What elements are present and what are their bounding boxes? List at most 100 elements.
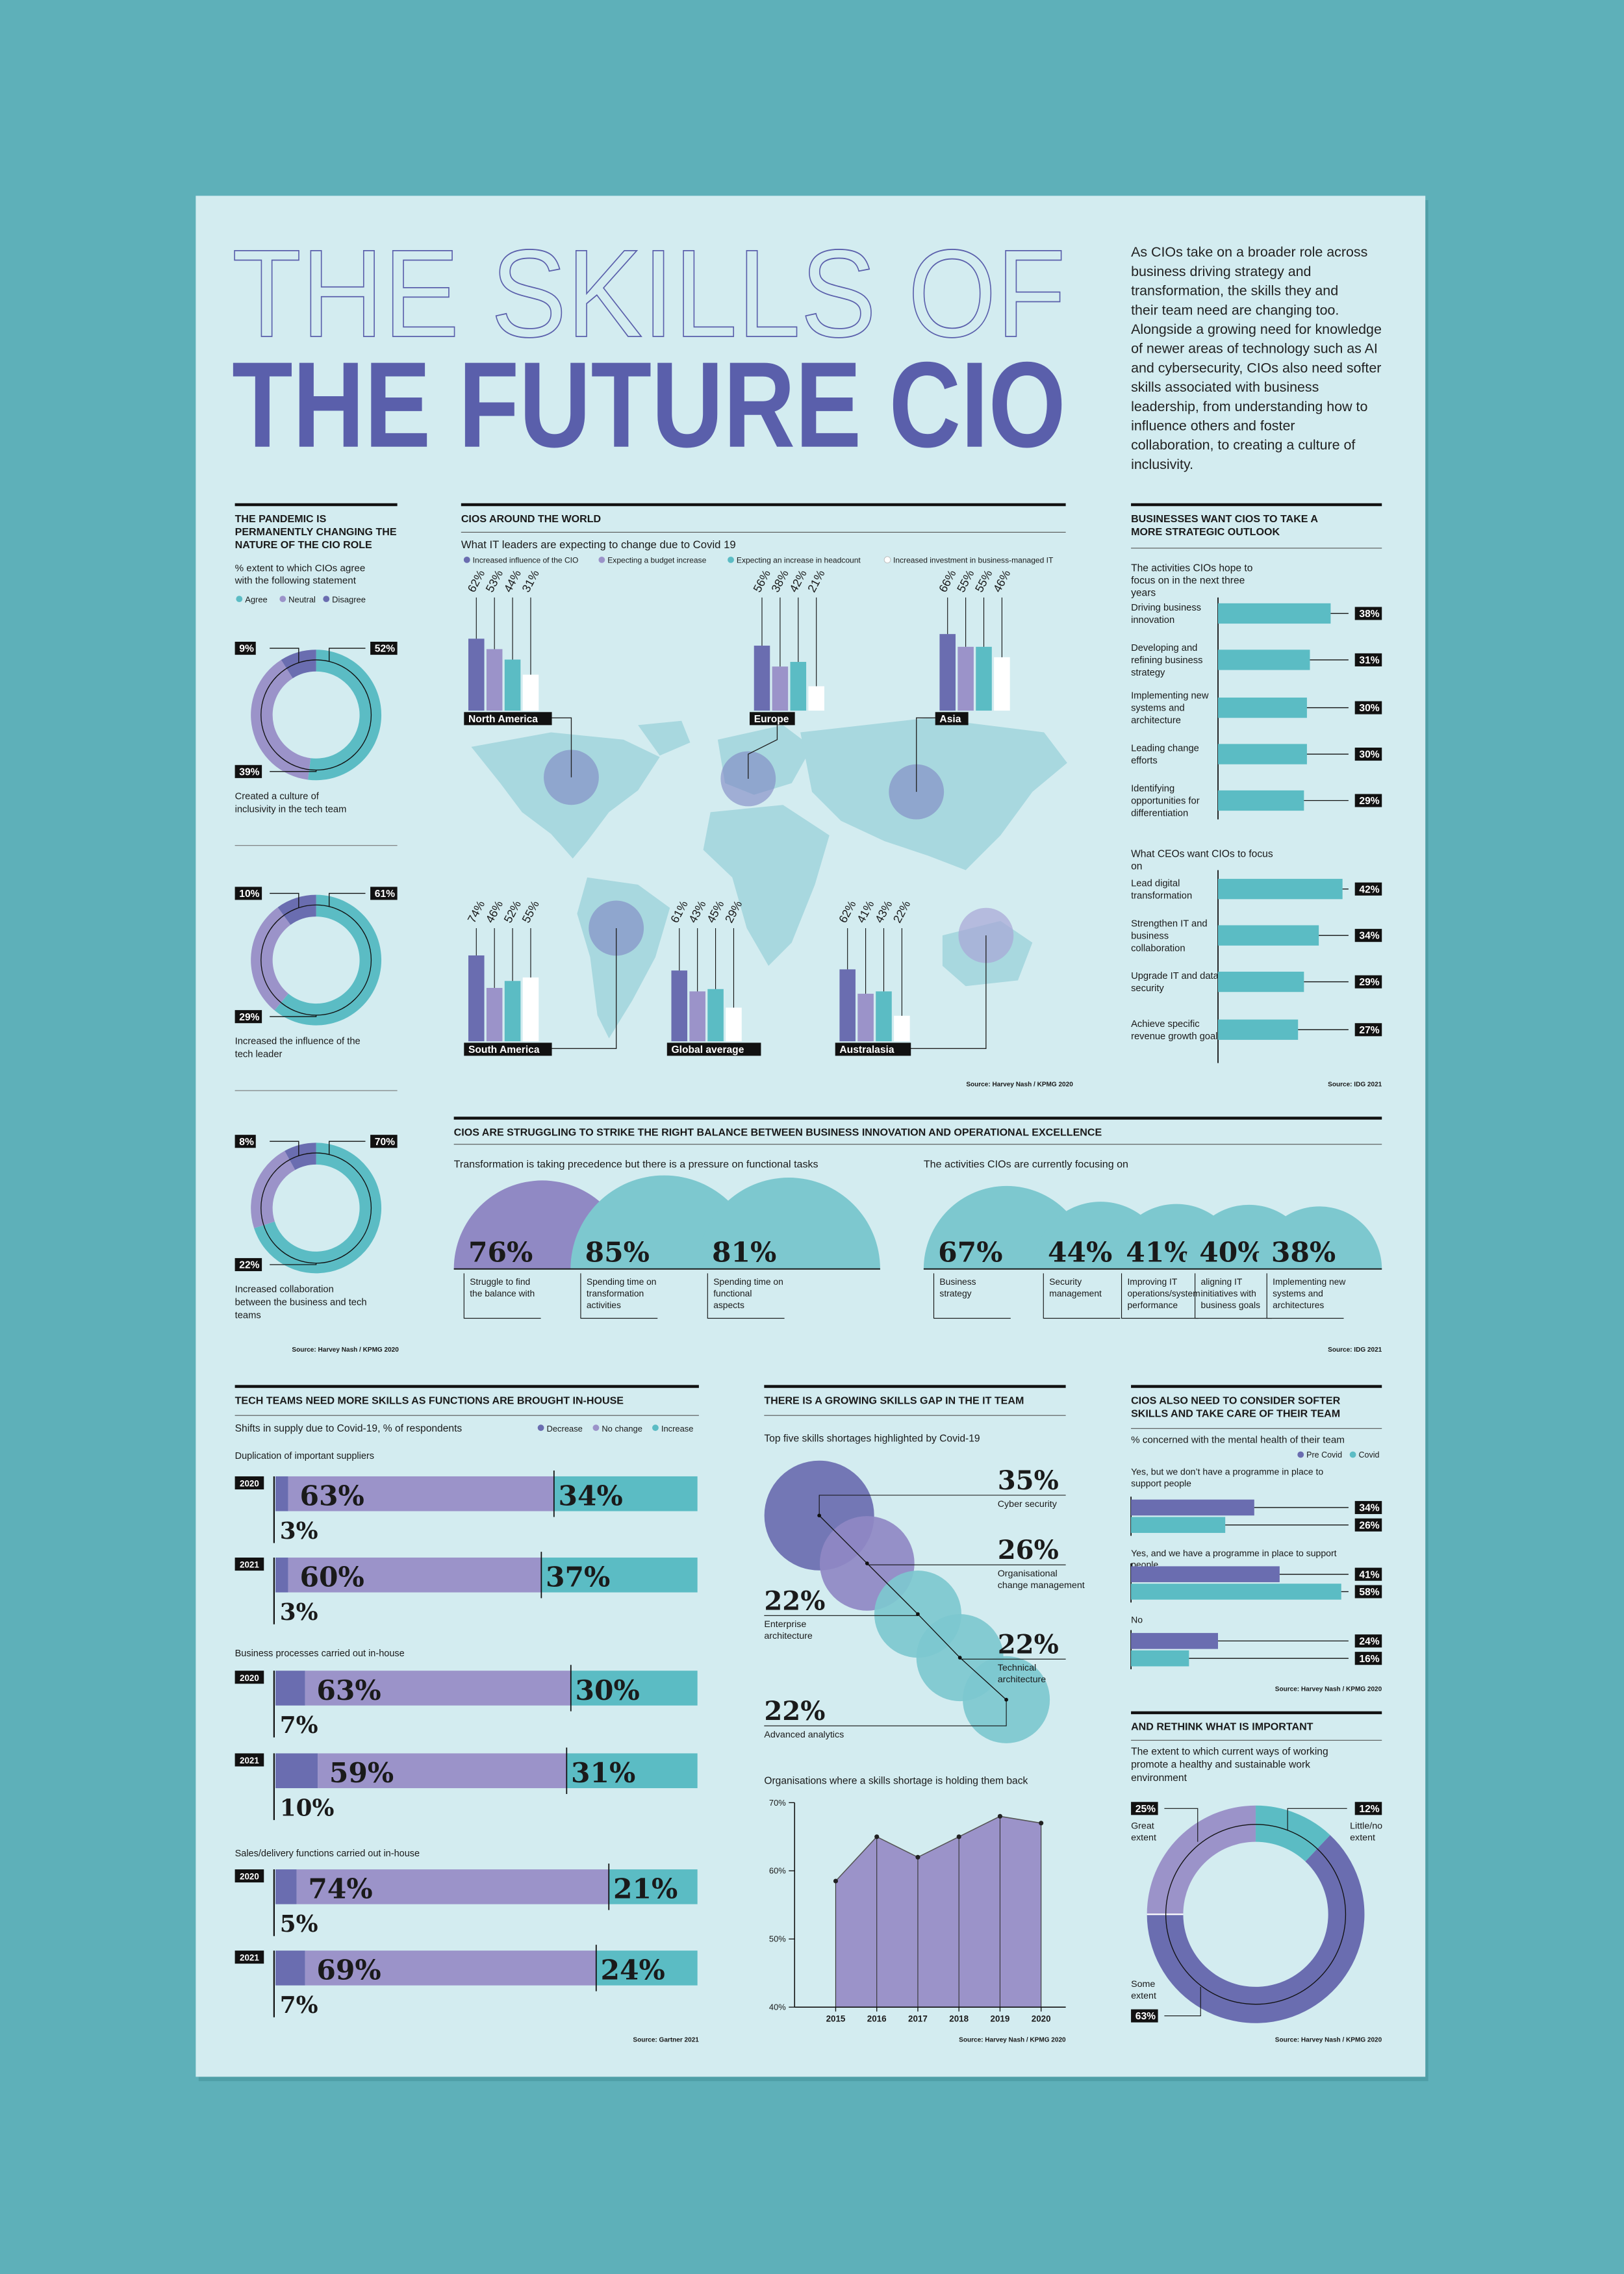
- label-box: [1354, 929, 1382, 942]
- connector: [867, 1563, 1066, 1565]
- value-label: 38%: [1359, 609, 1379, 620]
- bar-segment: [570, 1671, 698, 1706]
- legend-label: Increase: [661, 1424, 694, 1434]
- value-label: North America: [468, 714, 538, 725]
- bar-segment: [296, 1869, 609, 1904]
- connector: [270, 1015, 317, 1017]
- legend-swatch: [1297, 1451, 1304, 1458]
- connector: [748, 718, 778, 779]
- bar-segment: [275, 1753, 318, 1789]
- value-label: 60%: [299, 1561, 364, 1594]
- bubble-dot: [865, 1561, 869, 1565]
- value-label: 9%: [239, 644, 254, 655]
- bar: [486, 649, 503, 711]
- bar: [468, 955, 485, 1042]
- value-label: 29%: [1359, 796, 1379, 807]
- bar: [857, 993, 874, 1042]
- value-label: 27%: [1359, 1025, 1379, 1036]
- subtitle: % extent to which CIOs agree with the fo…: [235, 563, 368, 587]
- value-label: 76%: [468, 1237, 533, 1269]
- bar-segment: [275, 1869, 297, 1904]
- category-label: Achieve specific revenue growth goals: [1131, 1019, 1223, 1042]
- y-tick-label: 50%: [769, 1934, 786, 1944]
- category-label: Lead digital transformation: [1131, 878, 1192, 901]
- legend-swatch: [236, 596, 243, 603]
- category-label: Great extent: [1131, 1821, 1157, 1843]
- section-rule: [453, 1117, 1382, 1120]
- year-box: [235, 1476, 264, 1490]
- section-title: CIOS AROUND THE WORLD: [461, 513, 601, 525]
- donut-segment: [277, 894, 316, 925]
- value-label: 5%: [280, 1910, 318, 1938]
- connector: [542, 928, 617, 1049]
- legend-label: Expecting a budget increase: [607, 555, 706, 564]
- subtitle: Top five skills shortages highlighted by…: [764, 1433, 980, 1444]
- bracket: [707, 1273, 785, 1319]
- category-label: Little/no extent: [1350, 1821, 1385, 1843]
- value-label: 59%: [329, 1757, 394, 1789]
- section-rule: [1131, 1711, 1382, 1715]
- bar: [1131, 1566, 1280, 1582]
- value-label: 31%: [1359, 655, 1379, 666]
- category-label: Identifying opportunities for differenti…: [1131, 784, 1202, 819]
- subtitle: The extent to which current ways of work…: [1131, 1747, 1331, 1784]
- title: THE FUTURE CIO: [232, 336, 1065, 473]
- value-label: 81%: [712, 1237, 776, 1269]
- y-tick-label: 40%: [769, 2002, 786, 2012]
- year-box: [235, 1671, 264, 1684]
- bar-segment: [288, 1476, 554, 1511]
- label-box: [1354, 1023, 1382, 1037]
- label-box: [1354, 882, 1382, 896]
- value-label: 34%: [1359, 1503, 1379, 1514]
- value-label: 70%: [375, 1137, 395, 1148]
- connector: [270, 648, 299, 663]
- legend-swatch: [598, 556, 605, 563]
- source: Source: Gartner 2021: [633, 2037, 699, 2044]
- year-label: 2020: [240, 1872, 259, 1882]
- value-label: 29%: [1359, 977, 1379, 988]
- category-label: Yes, but we don’t have a programme in pl…: [1131, 1467, 1326, 1489]
- label-box: [370, 1135, 398, 1148]
- value-label: 26%: [1359, 1520, 1379, 1531]
- x-tick-label: 2015: [826, 2014, 846, 2023]
- bar-segment: [275, 1671, 305, 1706]
- category-label: Cyber security: [998, 1499, 1058, 1510]
- value-label: 3%: [280, 1517, 318, 1545]
- label-box: [1354, 1802, 1382, 1815]
- value-label: 42%: [1359, 884, 1379, 895]
- donut-guide: [1165, 1824, 1347, 2005]
- bracket: [1121, 1273, 1199, 1319]
- source: Source: Harvey Nash / KPMG 2020: [959, 2037, 1066, 2044]
- legend-label: Increased investment in business-managed…: [893, 555, 1054, 564]
- source: Source: IDG 2021: [1328, 1081, 1382, 1088]
- bar: [504, 981, 521, 1042]
- label-box: [1354, 1634, 1382, 1648]
- label-box: [1354, 1652, 1382, 1665]
- value-label: 61%: [375, 889, 395, 900]
- value-label: 22%: [239, 1260, 259, 1271]
- bar: [790, 662, 807, 711]
- y-tick-label: 70%: [769, 1798, 786, 1808]
- connector: [818, 1495, 1066, 1516]
- bar: [522, 674, 539, 711]
- title-outline: THE SKILLS OF: [232, 223, 1065, 363]
- bar: [994, 657, 1010, 711]
- value-label: 40%: [1199, 1237, 1263, 1269]
- value-label: 34%: [559, 1480, 623, 1513]
- value-label: 58%: [1359, 1587, 1379, 1598]
- label-box: [370, 642, 398, 655]
- bar: [1218, 650, 1310, 670]
- value-label: Asia: [939, 714, 961, 725]
- value-label: 38%: [1271, 1237, 1336, 1269]
- label-box: [666, 1042, 761, 1056]
- label-box: [370, 887, 398, 900]
- category-label: Implementing new systems and architectur…: [1273, 1276, 1348, 1310]
- bar-segment: [541, 1558, 698, 1593]
- bracket: [1043, 1273, 1121, 1319]
- bar: [504, 659, 521, 711]
- donut-label: Increased collaboration between the busi…: [235, 1284, 370, 1320]
- bar: [754, 646, 770, 711]
- bar: [839, 969, 856, 1042]
- bar: [726, 1007, 742, 1042]
- year-label: 2021: [240, 1756, 259, 1765]
